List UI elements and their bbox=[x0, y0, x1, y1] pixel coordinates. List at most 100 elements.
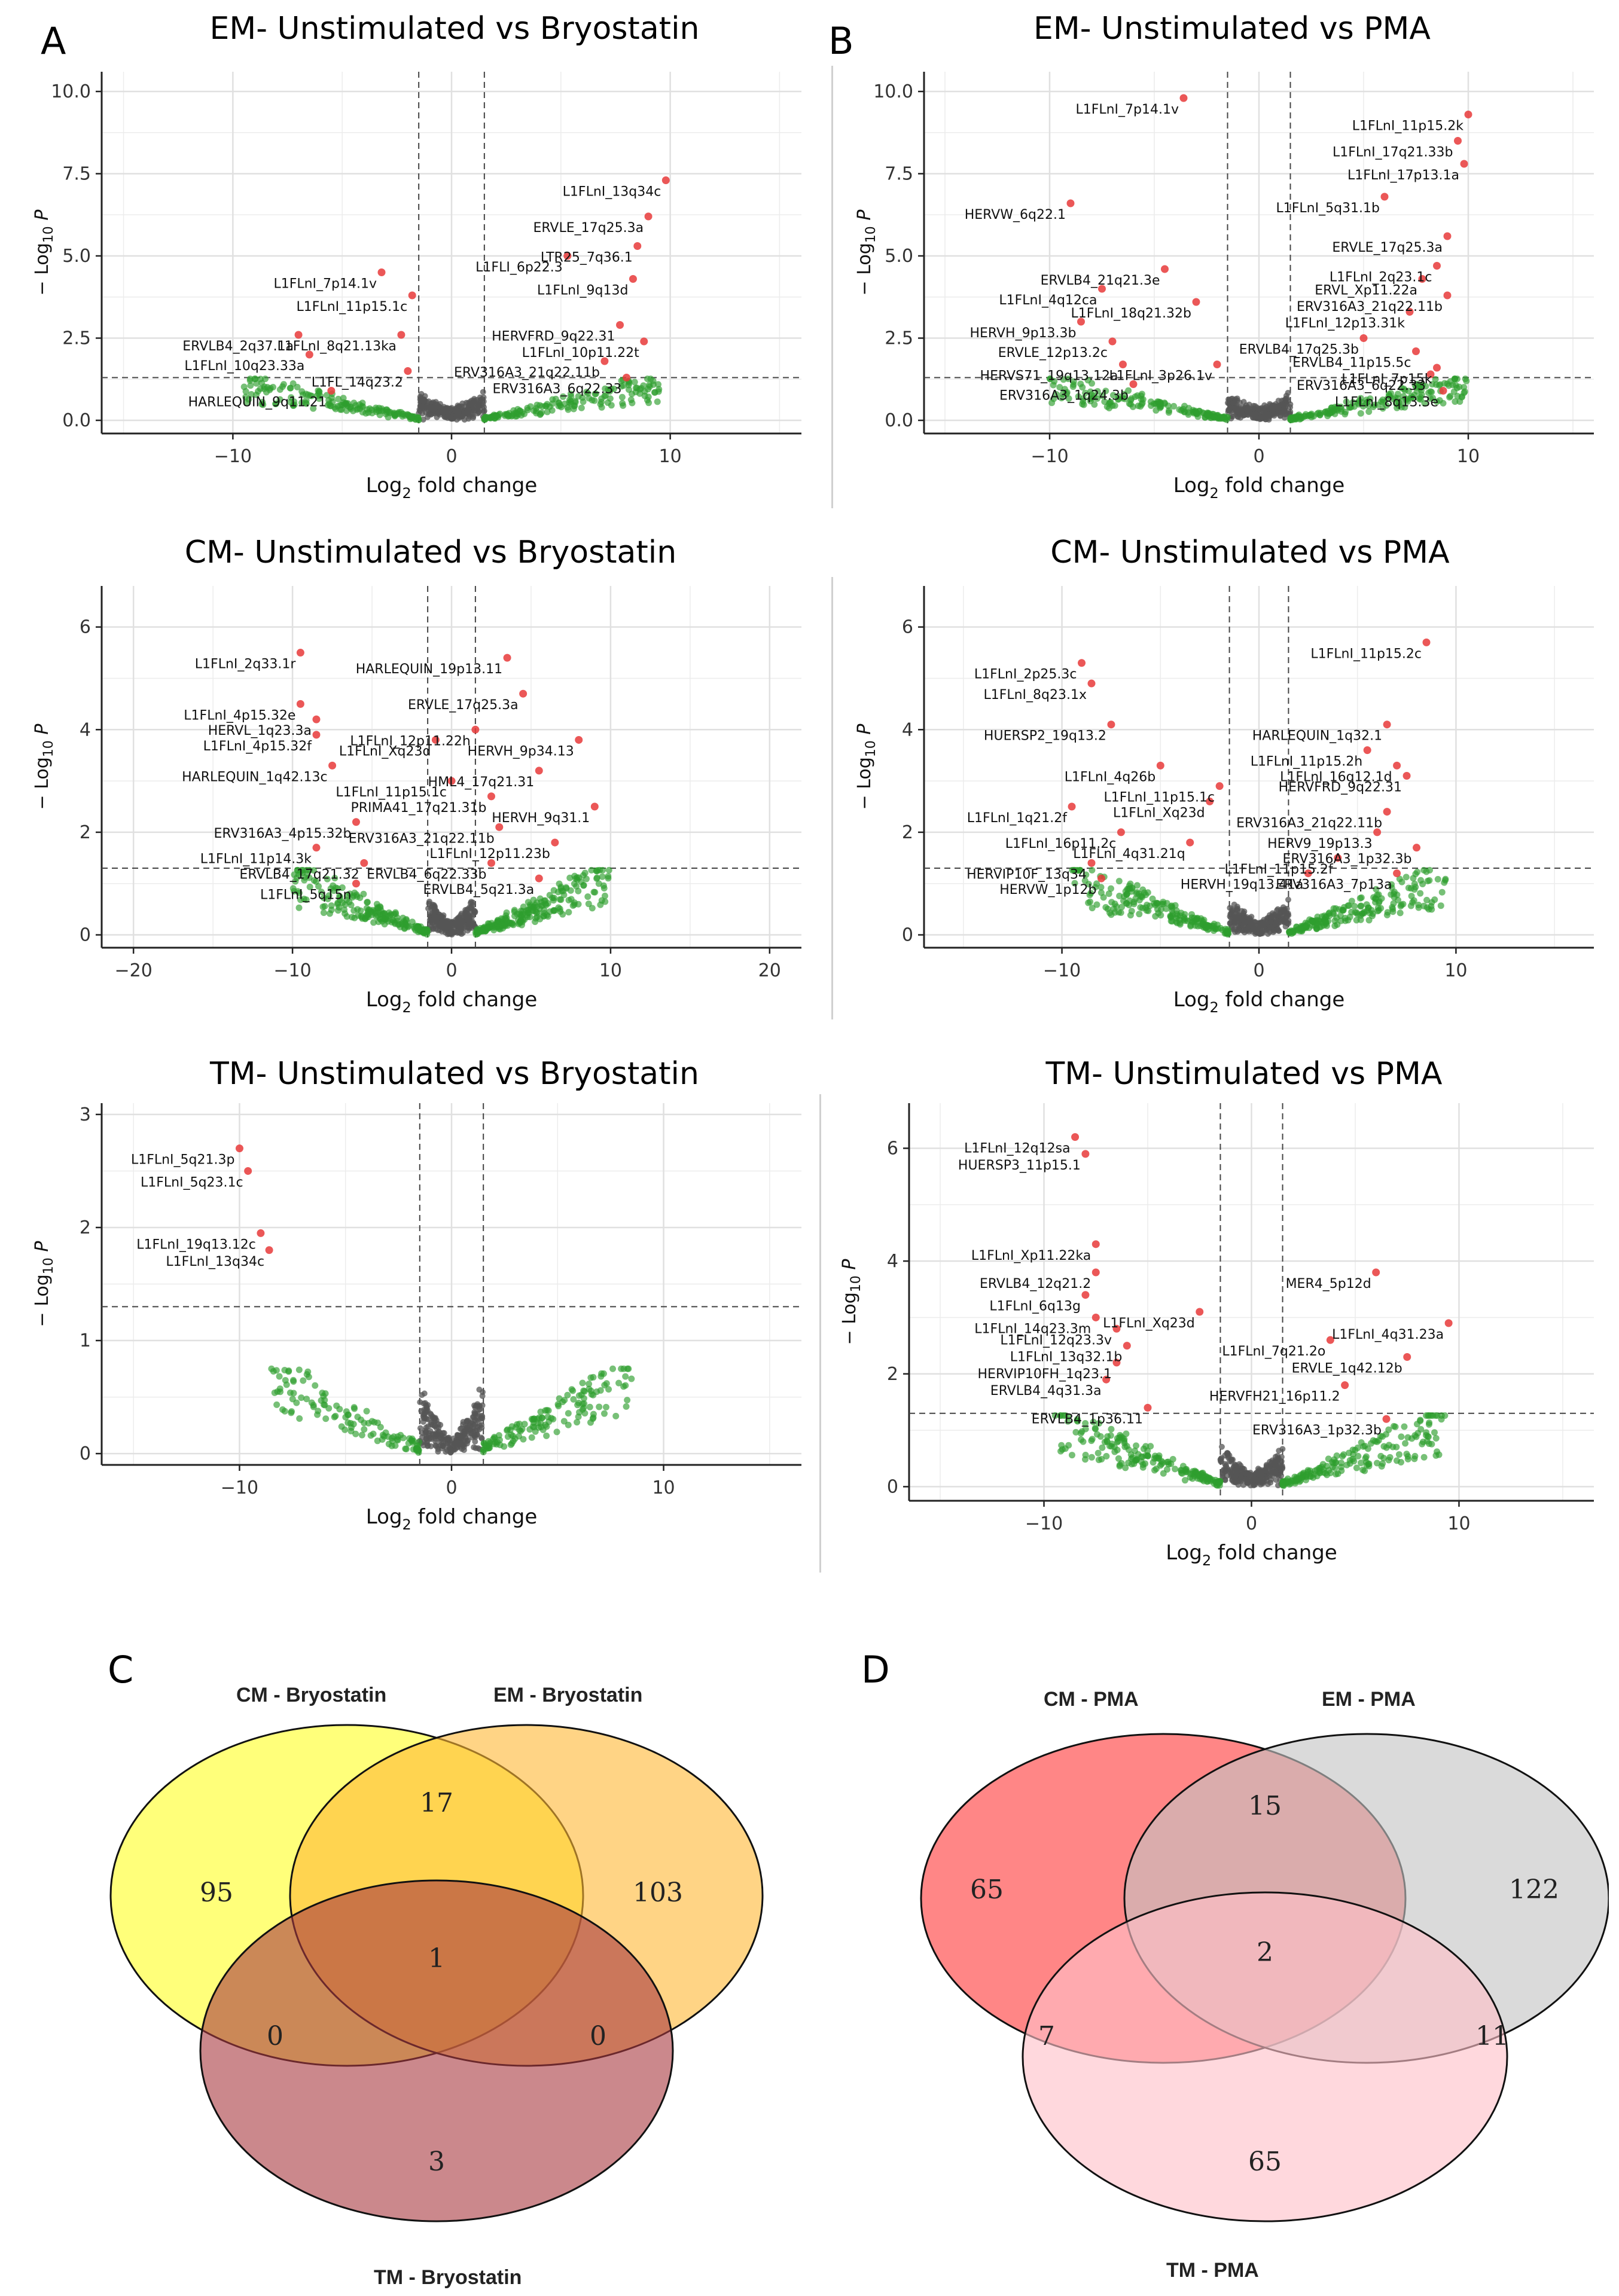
gene-label: L1FLnI_5q21.3p bbox=[131, 1153, 235, 1168]
point-not-significant bbox=[1236, 927, 1242, 933]
venn-d-count-cm-em: 15 bbox=[1248, 1791, 1282, 1821]
point-fold-change-only bbox=[1088, 1437, 1095, 1445]
point-fold-change-only bbox=[289, 380, 297, 387]
gene-label: HERVW_6q22.1 bbox=[965, 207, 1066, 222]
point-significant bbox=[397, 331, 405, 339]
point-significant bbox=[244, 1167, 252, 1175]
point-significant bbox=[1156, 761, 1164, 770]
point-fold-change-only bbox=[1181, 1477, 1188, 1484]
point-fold-change-only bbox=[1138, 1453, 1145, 1460]
point-fold-change-only bbox=[1432, 1434, 1440, 1442]
gene-label: HERVFRD_9q22.31 bbox=[1279, 780, 1402, 795]
point-not-significant bbox=[1217, 1457, 1224, 1463]
point-not-significant bbox=[1245, 407, 1252, 414]
point-not-significant bbox=[443, 1440, 449, 1447]
point-significant bbox=[1380, 193, 1389, 201]
point-significant bbox=[1334, 854, 1342, 862]
point-fold-change-only bbox=[1129, 884, 1136, 891]
point-significant bbox=[640, 337, 648, 346]
point-fold-change-only bbox=[1452, 381, 1459, 389]
gene-label: MER4_5p12d bbox=[1286, 1277, 1371, 1292]
point-fold-change-only bbox=[555, 1402, 562, 1409]
point-not-significant bbox=[430, 903, 437, 910]
point-fold-change-only bbox=[1155, 1455, 1162, 1462]
chart-title-tm-pma: TM- Unstimulated vs PMA bbox=[1045, 1056, 1443, 1092]
point-fold-change-only bbox=[1093, 395, 1100, 402]
point-fold-change-only bbox=[574, 1419, 581, 1426]
point-fold-change-only bbox=[1116, 1463, 1123, 1470]
y-tick-label: 3 bbox=[80, 1104, 91, 1125]
point-fold-change-only bbox=[1404, 1453, 1411, 1460]
point-significant bbox=[1393, 761, 1401, 770]
point-not-significant bbox=[479, 1393, 486, 1399]
point-fold-change-only bbox=[243, 399, 250, 406]
point-fold-change-only bbox=[564, 1391, 571, 1399]
point-fold-change-only bbox=[1351, 903, 1358, 910]
point-significant bbox=[1129, 380, 1138, 388]
point-fold-change-only bbox=[1405, 387, 1412, 395]
point-not-significant bbox=[1231, 399, 1238, 406]
point-significant bbox=[257, 1229, 265, 1237]
point-fold-change-only bbox=[585, 900, 592, 908]
point-fold-change-only bbox=[628, 1375, 635, 1382]
point-fold-change-only bbox=[1407, 902, 1414, 909]
point-fold-change-only bbox=[1196, 408, 1203, 415]
point-fold-change-only bbox=[501, 1443, 508, 1450]
gene-label: ERVLE_1q42.12b bbox=[1292, 1361, 1402, 1376]
point-fold-change-only bbox=[1365, 904, 1372, 911]
point-fold-change-only bbox=[1420, 866, 1428, 874]
point-significant bbox=[294, 331, 303, 339]
point-fold-change-only bbox=[1048, 399, 1056, 407]
point-fold-change-only bbox=[1211, 920, 1218, 927]
point-fold-change-only bbox=[1075, 393, 1082, 400]
point-fold-change-only bbox=[571, 402, 578, 410]
point-significant bbox=[352, 818, 360, 826]
gene-label: L1FLnI_11p15.2h bbox=[1251, 755, 1362, 770]
point-fold-change-only bbox=[508, 920, 516, 927]
gene-label: ERV316A3_21q22.11b bbox=[1236, 816, 1382, 831]
point-fold-change-only bbox=[509, 412, 516, 419]
point-fold-change-only bbox=[1127, 912, 1134, 919]
point-not-significant bbox=[454, 1431, 461, 1438]
gene-label: L1FLnI_Xq23d bbox=[339, 744, 431, 759]
point-fold-change-only bbox=[580, 1405, 587, 1412]
venn-c-count-all: 1 bbox=[428, 1943, 445, 1974]
x-tick-label: 10 bbox=[659, 446, 682, 467]
point-significant bbox=[1179, 94, 1188, 102]
point-fold-change-only bbox=[1164, 402, 1172, 410]
point-fold-change-only bbox=[1379, 1433, 1386, 1440]
gene-label: L1FLnI_Xp11.22ka bbox=[971, 1248, 1091, 1263]
point-fold-change-only bbox=[1420, 902, 1428, 909]
point-fold-change-only bbox=[549, 894, 556, 902]
point-fold-change-only bbox=[310, 1402, 317, 1409]
point-significant bbox=[312, 715, 321, 723]
point-fold-change-only bbox=[1102, 387, 1109, 395]
chart-title-cm-bryostatin: CM- Unstimulated vs Bryostatin bbox=[184, 535, 677, 570]
divider-middle bbox=[831, 577, 833, 1019]
point-fold-change-only bbox=[1394, 891, 1401, 898]
point-fold-change-only bbox=[645, 386, 652, 393]
point-fold-change-only bbox=[1385, 1426, 1392, 1433]
point-fold-change-only bbox=[1432, 1412, 1439, 1419]
gene-label: L1FLnI_4q12ca bbox=[999, 293, 1097, 308]
gene-label: L1FLnI_8q13.3e bbox=[1335, 395, 1438, 410]
point-fold-change-only bbox=[545, 1418, 553, 1425]
gene-label: L1FLnI_12p11.23b bbox=[429, 847, 550, 862]
point-fold-change-only bbox=[1133, 1442, 1140, 1449]
gene-label: HARLEQUIN_1q42.13c bbox=[182, 770, 327, 784]
point-fold-change-only bbox=[1354, 1444, 1361, 1451]
point-fold-change-only bbox=[563, 884, 570, 891]
point-fold-change-only bbox=[280, 381, 287, 388]
point-significant bbox=[495, 823, 504, 831]
point-fold-change-only bbox=[498, 915, 505, 922]
point-significant bbox=[1123, 1342, 1131, 1350]
point-fold-change-only bbox=[1379, 1460, 1386, 1467]
point-fold-change-only bbox=[310, 405, 317, 412]
point-significant bbox=[1144, 1403, 1152, 1412]
point-not-significant bbox=[423, 1402, 429, 1409]
point-fold-change-only bbox=[565, 909, 572, 916]
point-not-significant bbox=[478, 1415, 484, 1421]
point-fold-change-only bbox=[1378, 398, 1385, 405]
point-not-significant bbox=[466, 924, 472, 930]
gene-label: ERVLE_12p13.2c bbox=[998, 346, 1108, 361]
